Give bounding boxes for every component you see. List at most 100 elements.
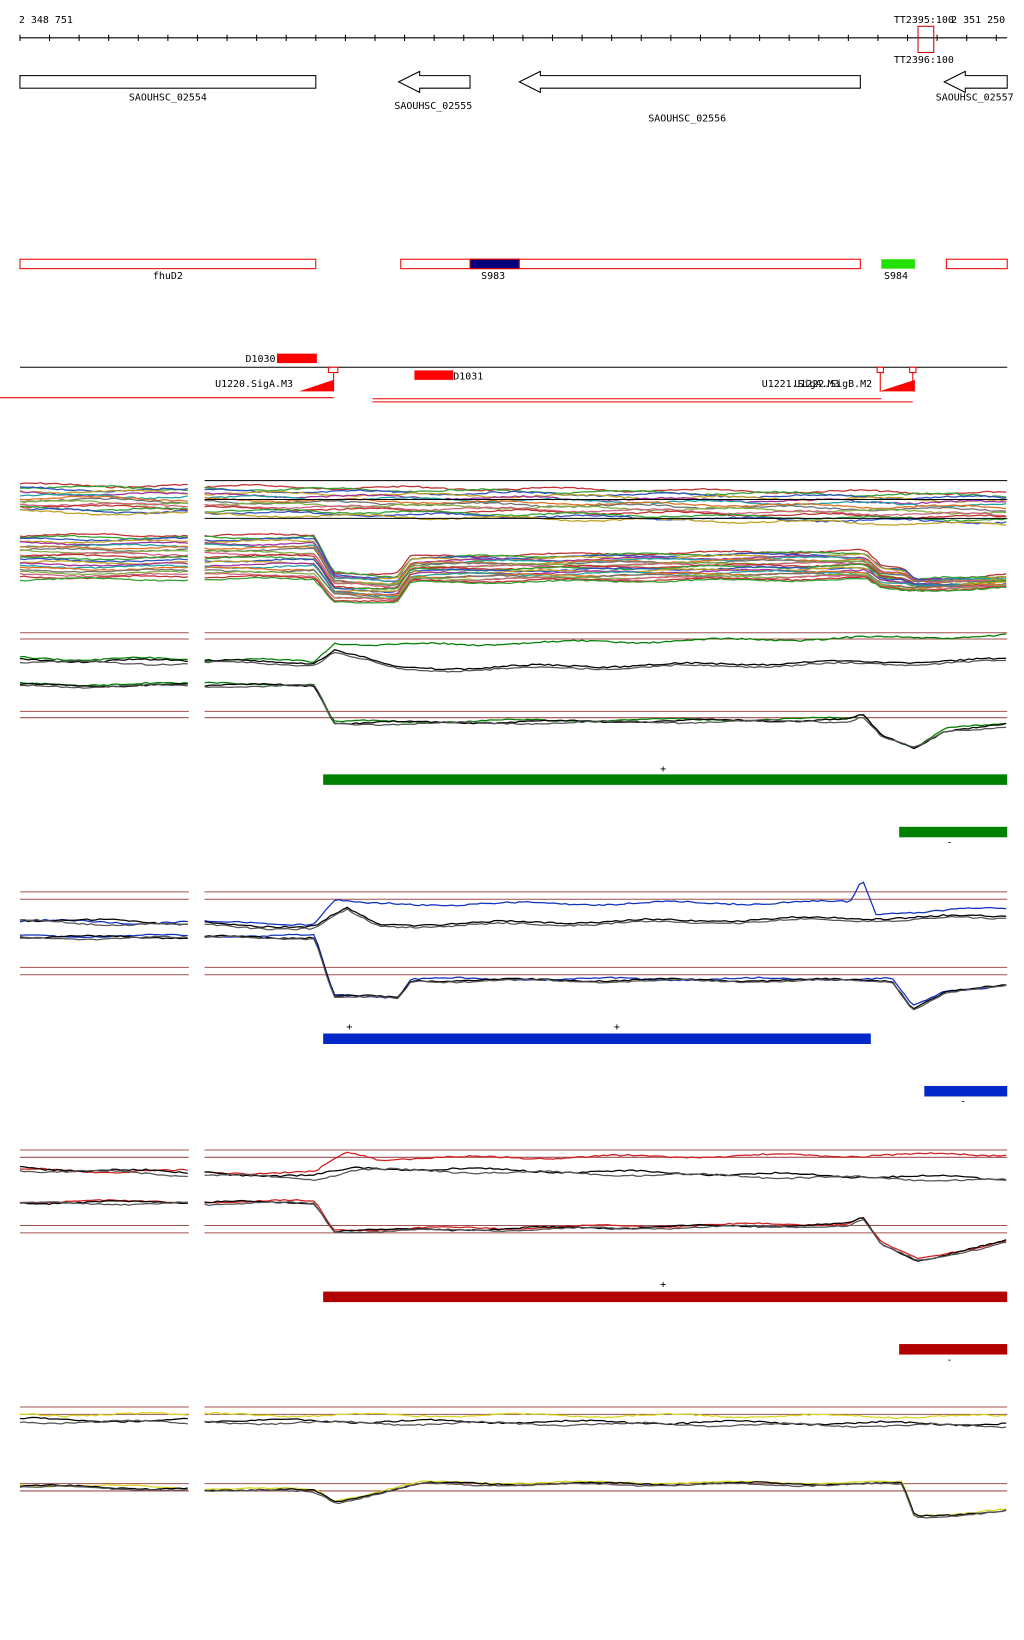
trace xyxy=(204,499,1007,512)
ruler-end: 2 351 250 xyxy=(951,15,1005,26)
trace xyxy=(19,1485,188,1492)
gene xyxy=(19,75,317,89)
strand-label: + xyxy=(346,1022,352,1033)
gene-label: SAOUHSC_02555 xyxy=(394,101,472,112)
trace xyxy=(19,572,188,578)
promoter-label: U1222.SigB.M2 xyxy=(794,379,872,390)
region xyxy=(414,370,454,380)
feature-label: S983 xyxy=(481,271,505,282)
trace xyxy=(204,541,1007,582)
segment-bar xyxy=(323,1291,1008,1303)
trace xyxy=(204,934,1007,1010)
trace xyxy=(19,1169,188,1178)
trace xyxy=(204,649,1007,671)
trace xyxy=(204,881,1007,926)
trace xyxy=(19,1201,188,1206)
trace xyxy=(19,557,188,563)
trace xyxy=(19,1200,188,1205)
region-label: D1030 xyxy=(246,354,276,365)
trace xyxy=(204,908,1007,931)
trace xyxy=(204,1198,1007,1260)
trace xyxy=(19,574,188,580)
trace xyxy=(204,1482,1007,1519)
trace xyxy=(19,1416,188,1423)
strand-label: + xyxy=(660,1279,666,1290)
trace xyxy=(204,483,1007,496)
trace xyxy=(204,569,1007,600)
trace xyxy=(204,553,1007,590)
trace xyxy=(204,1480,1007,1517)
trace xyxy=(19,555,188,561)
trace xyxy=(204,935,1007,1011)
trace xyxy=(19,493,188,500)
trace xyxy=(19,1165,188,1174)
trace xyxy=(204,682,1007,750)
terminator-label: TT2395:100 xyxy=(894,15,954,26)
trace xyxy=(19,1419,188,1425)
strand-label: + xyxy=(660,764,666,775)
expression-traces xyxy=(19,480,1008,1519)
trace xyxy=(204,684,1007,748)
trace xyxy=(19,502,188,508)
trace xyxy=(19,549,188,555)
gene-label: SAOUHSC_02557 xyxy=(936,93,1014,104)
trace xyxy=(19,568,188,574)
trace xyxy=(204,1167,1007,1182)
trace xyxy=(204,1481,1007,1517)
trace xyxy=(204,508,1007,523)
terminator-box xyxy=(917,25,935,54)
trace xyxy=(19,570,188,576)
promoter-label: U1221.SigA.M3 xyxy=(762,379,840,390)
trace xyxy=(204,564,1007,598)
gene xyxy=(397,70,471,94)
region xyxy=(276,353,317,364)
trace xyxy=(204,1411,1007,1420)
trace xyxy=(204,486,1007,498)
trace xyxy=(204,492,1007,505)
trace xyxy=(204,511,1007,526)
trace xyxy=(19,659,188,666)
trace xyxy=(19,539,188,544)
feature xyxy=(881,259,915,269)
trace xyxy=(204,1420,1007,1429)
promoter-box xyxy=(876,366,884,374)
trace xyxy=(19,1411,188,1418)
trace xyxy=(19,934,188,940)
trace xyxy=(204,651,1007,673)
trace xyxy=(19,577,188,582)
trace xyxy=(204,510,1007,525)
trace xyxy=(19,495,188,502)
trace xyxy=(19,933,188,939)
trace xyxy=(204,633,1007,663)
trace xyxy=(204,1151,1007,1176)
promoter xyxy=(299,379,334,392)
trace xyxy=(19,497,188,504)
region-label: D1031 xyxy=(453,372,483,383)
strand-label: + xyxy=(614,1022,620,1033)
trace xyxy=(19,564,188,569)
gene xyxy=(518,70,861,94)
trace xyxy=(19,536,188,542)
trace xyxy=(19,935,188,941)
feature xyxy=(19,258,317,270)
gene xyxy=(943,70,1008,94)
trace xyxy=(19,533,188,538)
trace xyxy=(19,509,188,516)
trace xyxy=(204,570,1007,600)
segment-bar xyxy=(899,1344,1008,1355)
promoter-label: U1220.SigA.M3 xyxy=(215,379,293,390)
trace xyxy=(19,918,188,927)
trace xyxy=(204,1199,1007,1262)
trace xyxy=(19,655,188,662)
trace xyxy=(19,683,188,689)
trace xyxy=(204,547,1007,587)
feature-label: fhuD2 xyxy=(153,271,183,282)
trace xyxy=(19,489,188,495)
trace xyxy=(204,933,1007,1006)
promoter-box xyxy=(327,366,339,374)
trace xyxy=(19,562,188,567)
ruler-ticks xyxy=(19,34,997,41)
trace xyxy=(204,503,1007,517)
feature-label: S984 xyxy=(884,271,908,282)
